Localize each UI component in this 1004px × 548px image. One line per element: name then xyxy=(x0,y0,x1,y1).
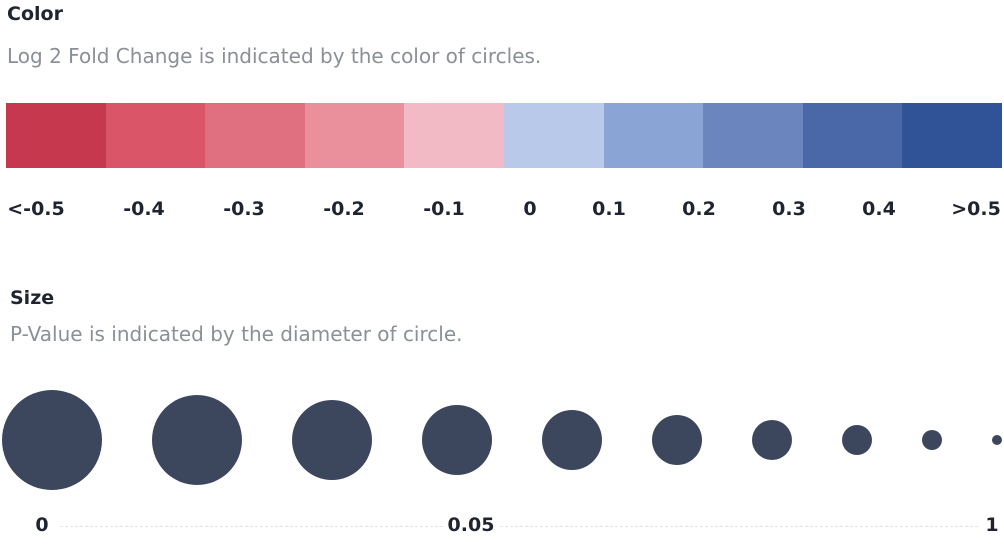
color-swatch xyxy=(503,103,604,168)
color-swatch xyxy=(404,103,504,168)
size-scale-label: 0.05 xyxy=(443,514,499,536)
color-scale-label: 0.3 xyxy=(772,198,806,220)
color-scale-label: -0.3 xyxy=(223,198,265,220)
color-swatch xyxy=(703,103,803,168)
size-scale-label: 1 xyxy=(981,514,1003,536)
size-circle xyxy=(422,405,492,475)
color-legend-title: Color xyxy=(7,3,63,25)
color-scale-label: 0.2 xyxy=(682,198,716,220)
color-swatch xyxy=(902,103,1002,168)
color-swatch xyxy=(105,103,206,168)
size-circle xyxy=(922,430,942,450)
color-scale-label: -0.1 xyxy=(423,198,465,220)
size-circle xyxy=(542,410,602,470)
color-legend-description: Log 2 Fold Change is indicated by the co… xyxy=(7,44,542,68)
color-swatch xyxy=(205,103,305,168)
size-circle xyxy=(652,415,702,465)
size-legend-description: P-Value is indicated by the diameter of … xyxy=(10,322,463,346)
size-circle xyxy=(842,425,872,455)
color-swatch xyxy=(6,103,106,168)
size-legend-title: Size xyxy=(10,287,55,309)
size-circle xyxy=(2,390,102,490)
color-swatch xyxy=(603,103,704,168)
color-scale-bar xyxy=(6,103,1002,168)
size-scale-axis xyxy=(60,526,978,527)
color-scale-label: 0 xyxy=(523,198,537,220)
size-scale-label: 0 xyxy=(31,514,53,536)
size-circle xyxy=(292,400,372,480)
color-scale-label: >0.5 xyxy=(951,198,1001,220)
color-scale-label: -0.2 xyxy=(323,198,365,220)
size-circle xyxy=(752,420,792,460)
size-circle xyxy=(152,395,242,485)
color-swatch xyxy=(304,103,405,168)
color-scale-label: 0.4 xyxy=(862,198,896,220)
color-scale-label: 0.1 xyxy=(592,198,626,220)
color-scale-label: -0.4 xyxy=(123,198,165,220)
size-circle xyxy=(992,435,1002,445)
color-scale-label: <-0.5 xyxy=(7,198,65,220)
color-swatch xyxy=(802,103,903,168)
